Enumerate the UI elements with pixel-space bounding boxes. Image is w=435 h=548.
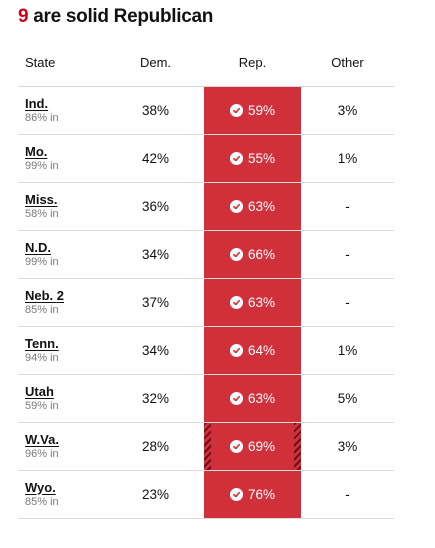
- rep-percent: 69%: [247, 439, 276, 454]
- header-dem: Dem.: [107, 38, 204, 87]
- rep-percent-cell: 59%: [204, 86, 301, 135]
- table-row: Ind. 86% in 38% 59% 3%: [18, 86, 394, 135]
- reporting-percent: 94% in: [25, 351, 59, 364]
- check-circle-icon: [229, 344, 243, 357]
- check-circle-icon: [229, 248, 243, 261]
- state-cell: Ind. 86% in: [18, 86, 107, 135]
- state-link[interactable]: Ind.: [25, 95, 49, 111]
- state-link[interactable]: Wyo.: [25, 479, 56, 495]
- reporting-percent: 59% in: [25, 399, 59, 412]
- other-percent: 3%: [301, 86, 394, 135]
- check-circle-icon: [229, 200, 243, 213]
- table-row: Miss. 58% in 36% 63% -: [18, 182, 394, 231]
- state-link[interactable]: Neb. 2: [25, 287, 65, 303]
- reporting-percent: 99% in: [25, 159, 59, 172]
- table-body: Ind. 86% in 38% 59% 3% Mo. 99% in 42%: [18, 86, 394, 519]
- state-cell: Tenn. 94% in: [18, 326, 107, 375]
- table-row: Mo. 99% in 42% 55% 1%: [18, 134, 394, 183]
- state-cell: Mo. 99% in: [18, 134, 107, 183]
- rep-percent-cell: 76%: [204, 470, 301, 519]
- rep-percent-cell: 55%: [204, 134, 301, 183]
- state-link[interactable]: Miss.: [25, 191, 58, 207]
- state-cell: N.D. 99% in: [18, 230, 107, 279]
- check-circle-icon: [229, 296, 243, 309]
- rep-percent-cell: 63%: [204, 182, 301, 231]
- rep-percent: 64%: [247, 343, 276, 358]
- header-rep: Rep.: [204, 38, 301, 87]
- rep-percent: 59%: [247, 103, 276, 118]
- other-percent: -: [301, 182, 394, 231]
- other-percent: -: [301, 230, 394, 279]
- heading-text: are solid Republican: [28, 6, 214, 27]
- rep-percent-cell: 66%: [204, 230, 301, 279]
- other-percent: 5%: [301, 374, 394, 423]
- table-row: Wyo. 85% in 23% 76% -: [18, 470, 394, 519]
- other-percent: -: [301, 278, 394, 327]
- other-percent: 3%: [301, 422, 394, 471]
- table-header-row: State Dem. Rep. Other: [18, 38, 394, 87]
- state-cell: Miss. 58% in: [18, 182, 107, 231]
- rep-percent-cell: 63%: [204, 374, 301, 423]
- state-cell: Utah 59% in: [18, 374, 107, 423]
- rep-percent: 66%: [247, 247, 276, 262]
- table-row: Tenn. 94% in 34% 64% 1%: [18, 326, 394, 375]
- state-link[interactable]: N.D.: [25, 239, 51, 255]
- reporting-percent: 85% in: [25, 495, 59, 508]
- other-percent: 1%: [301, 134, 394, 183]
- reporting-percent: 96% in: [25, 447, 59, 460]
- rep-percent: 76%: [247, 487, 276, 502]
- header-state: State: [18, 38, 107, 87]
- check-circle-icon: [229, 152, 243, 165]
- table-row: Neb. 2 85% in 37% 63% -: [18, 278, 394, 327]
- rep-percent-cell: 63%: [204, 278, 301, 327]
- dem-percent: 34%: [107, 326, 204, 375]
- rep-percent: 63%: [247, 295, 276, 310]
- check-circle-icon: [229, 104, 243, 117]
- other-percent: 1%: [301, 326, 394, 375]
- reporting-percent: 85% in: [25, 303, 59, 316]
- reporting-percent: 99% in: [25, 255, 59, 268]
- dem-percent: 32%: [107, 374, 204, 423]
- reporting-percent: 86% in: [25, 111, 59, 124]
- dem-percent: 34%: [107, 230, 204, 279]
- table-row: N.D. 99% in 34% 66% -: [18, 230, 394, 279]
- section-heading: 9 are solid Republican: [18, 6, 213, 28]
- dem-percent: 38%: [107, 86, 204, 135]
- check-circle-icon: [229, 488, 243, 501]
- state-cell: W.Va. 96% in: [18, 422, 107, 471]
- results-table: State Dem. Rep. Other Ind. 86% in 38% 59…: [18, 38, 394, 519]
- rep-percent-cell: 64%: [204, 326, 301, 375]
- state-link[interactable]: Utah: [25, 383, 54, 399]
- state-cell: Wyo. 85% in: [18, 470, 107, 519]
- rep-percent: 63%: [247, 199, 276, 214]
- dem-percent: 42%: [107, 134, 204, 183]
- check-circle-icon: [229, 392, 243, 405]
- state-link[interactable]: W.Va.: [25, 431, 59, 447]
- dem-percent: 28%: [107, 422, 204, 471]
- reporting-percent: 58% in: [25, 207, 59, 220]
- check-circle-icon: [229, 440, 243, 453]
- dem-percent: 37%: [107, 278, 204, 327]
- state-link[interactable]: Tenn.: [25, 335, 59, 351]
- rep-percent: 63%: [247, 391, 276, 406]
- header-other: Other: [301, 38, 394, 87]
- state-cell: Neb. 2 85% in: [18, 278, 107, 327]
- table-row: W.Va. 96% in 28% 69% 3%: [18, 422, 394, 471]
- dem-percent: 23%: [107, 470, 204, 519]
- state-link[interactable]: Mo.: [25, 143, 48, 159]
- heading-count: 9: [18, 6, 29, 27]
- table-row: Utah 59% in 32% 63% 5%: [18, 374, 394, 423]
- rep-percent: 55%: [247, 151, 276, 166]
- rep-percent-cell: 69%: [204, 422, 301, 471]
- dem-percent: 36%: [107, 182, 204, 231]
- other-percent: -: [301, 470, 394, 519]
